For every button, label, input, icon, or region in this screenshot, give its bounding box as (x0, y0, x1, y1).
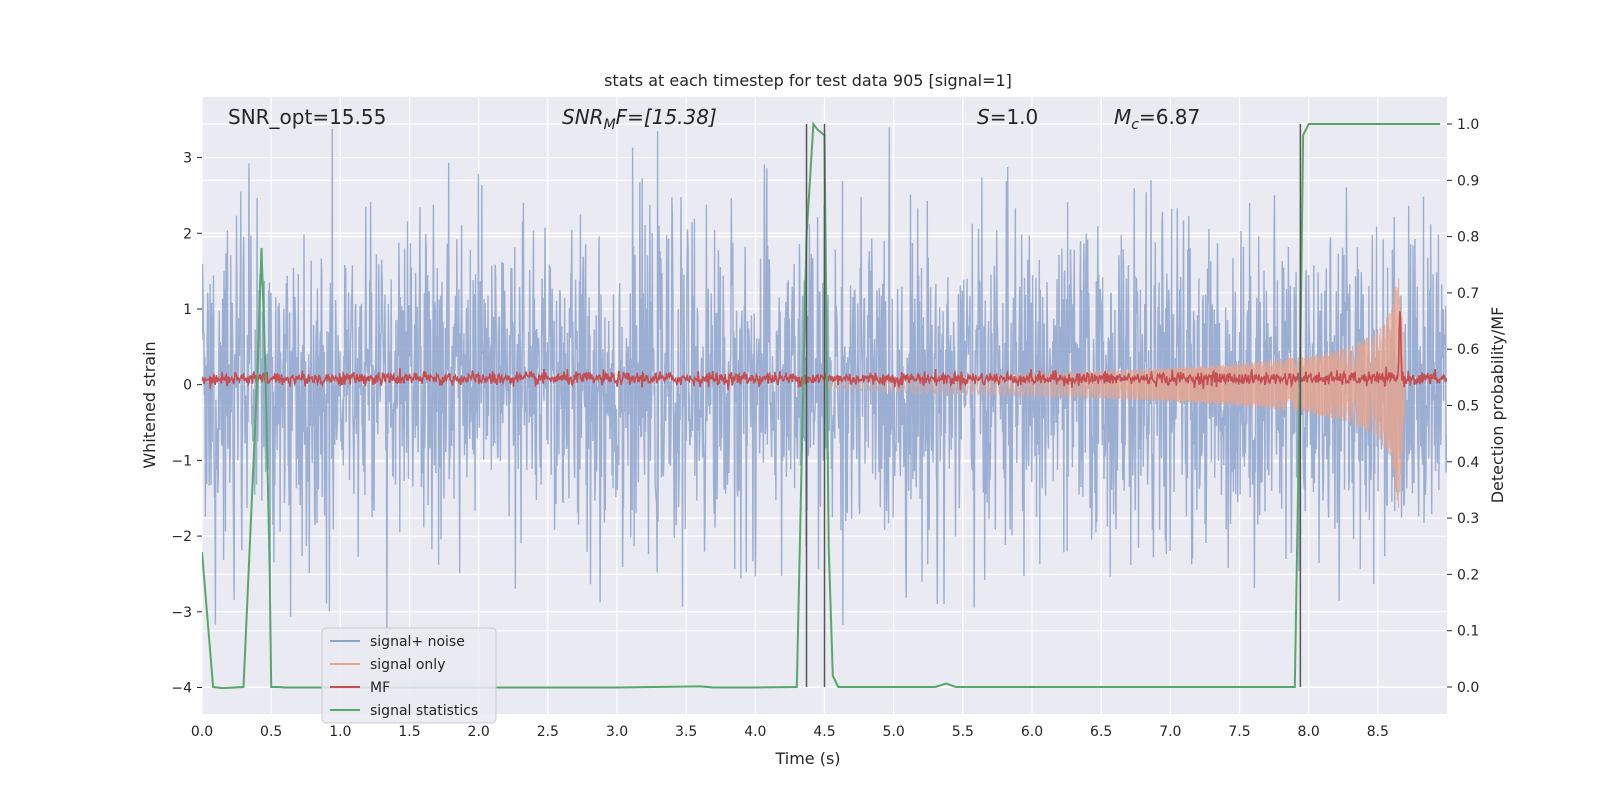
x-tick-label: 4.5 (813, 724, 835, 740)
x-tick-label: 0.5 (260, 724, 282, 740)
y2-tick-label: 0.9 (1457, 173, 1479, 189)
series-signal-statistics (202, 121, 1441, 690)
series-signal-only (823, 278, 1407, 509)
x-tick-label: 6.5 (1090, 724, 1112, 740)
y-tick-label: 2 (183, 226, 192, 242)
y2-tick-labels: 0.0 0.1 0.2 0.3 0.4 0.5 0.6 0.7 0.8 0.9 1.0 (1447, 117, 1479, 696)
y-tick-label: −3 (171, 605, 192, 621)
chart-title: stats at each timestep for test data 905… (604, 71, 1012, 90)
y2-tick-label: 0.0 (1457, 680, 1479, 696)
x-tick-labels: 0.0 0.5 1.0 1.5 2.0 2.5 3.0 3.5 4.0 4.5 5.0 5.5 6.0 6… (191, 724, 1389, 740)
y2-tick-label: 0.1 (1457, 624, 1479, 640)
x-tick-label: 5.0 (883, 724, 905, 740)
x-tick-label: 2.0 (468, 724, 490, 740)
snr-opt-annotation: SNR_opt=15.55 (228, 105, 386, 129)
legend-label-signal-noise: signal+ noise (370, 634, 465, 650)
legend: signal+ noise signal only MF signal stat… (321, 627, 497, 724)
y2-tick-label: 0.8 (1457, 230, 1479, 246)
y2-axis-label: Detection probability/MF (1488, 307, 1507, 504)
x-tick-label: 5.5 (952, 724, 974, 740)
y2-tick-label: 0.2 (1457, 567, 1479, 583)
y-tick-label: −2 (171, 529, 192, 545)
legend-label-signal-statistics: signal statistics (370, 703, 478, 719)
x-tick-label: 7.0 (1159, 724, 1181, 740)
x-tick-label: 3.0 (606, 724, 628, 740)
vertical-markers (805, 124, 1302, 687)
y2-tick-label: 0.7 (1457, 286, 1479, 302)
y2-tick-label: 0.5 (1457, 399, 1479, 415)
x-tick-label: 1.0 (329, 724, 351, 740)
x-tick-label: 6.0 (1021, 724, 1043, 740)
x-tick-label: 1.5 (398, 724, 420, 740)
y2-tick-label: 0.4 (1457, 455, 1479, 471)
snr-mf-annotation: SNRMF=[15.38] (562, 105, 717, 133)
x-tick-label: 0.0 (191, 724, 213, 740)
x-tick-label: 2.5 (537, 724, 559, 740)
y-tick-label: 3 (183, 151, 192, 167)
s-annotation: S=1.0 (977, 105, 1038, 129)
legend-label-mf: MF (370, 680, 390, 696)
x-tick-label: 3.5 (675, 724, 697, 740)
y-tick-label: −4 (171, 681, 192, 697)
y-tick-label: 1 (183, 302, 192, 318)
y-tick-label: −1 (171, 453, 192, 469)
y-tick-label: 0 (183, 378, 192, 394)
y-axis-label: Whitened strain (140, 341, 159, 468)
y2-tick-label: 0.3 (1457, 511, 1479, 527)
x-tick-label: 4.0 (744, 724, 766, 740)
x-tick-label: 8.0 (1298, 724, 1320, 740)
legend-box (321, 627, 497, 724)
x-tick-label: 7.5 (1228, 724, 1250, 740)
y2-tick-label: 1.0 (1457, 117, 1479, 133)
x-axis-label: Time (s) (774, 749, 840, 768)
mc-annotation: Mc=6.87 (1114, 105, 1200, 133)
legend-label-signal-only: signal only (370, 657, 445, 673)
y2-tick-label: 0.6 (1457, 342, 1479, 358)
y-tick-labels: −4 −3 −2 −1 0 1 2 3 (171, 151, 202, 697)
x-tick-label: 8.5 (1367, 724, 1389, 740)
